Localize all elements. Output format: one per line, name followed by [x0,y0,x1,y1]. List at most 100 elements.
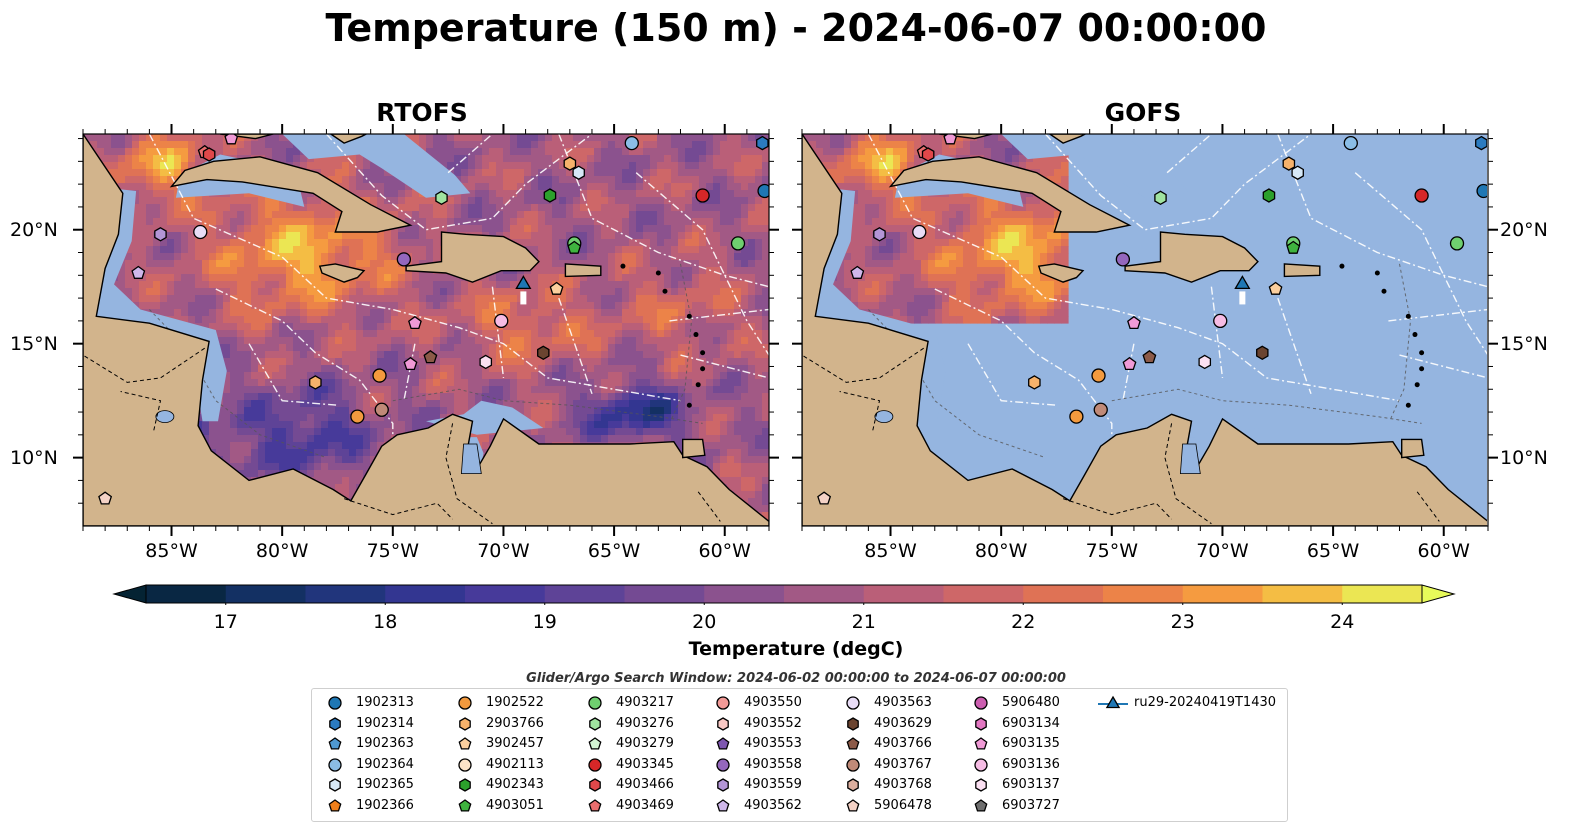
legend-label: 4903550 [744,695,802,710]
country-border [697,491,721,522]
lake [460,443,482,474]
legend-marker-icon [975,778,987,792]
legend-label: 4903466 [616,777,674,792]
legend-marker-icon [846,757,860,772]
eez-boundary [635,172,769,356]
legend-label: 1902366 [356,797,414,813]
legend-label: ru29-20240419T1430 [1134,695,1277,710]
legend-label: 4903276 [616,715,674,731]
legend-marker [459,716,471,731]
legend-marker-icon [589,778,601,792]
float-marker [1093,402,1108,417]
legend: 1902313 1902314 1902363 1902364 1902365 19023… [311,688,1288,822]
float-marker [1256,345,1269,361]
eez-boundary [1277,134,1487,288]
legend-marker [717,716,729,731]
colorbar-level [624,585,705,603]
legend-marker-icon [458,798,472,812]
legend-marker [717,778,729,792]
left-lat-label: 15°N [10,332,58,355]
legend-marker-icon [589,716,601,731]
float-marker [850,265,865,279]
float-marker [1262,188,1276,203]
country-border [839,391,881,431]
float-marker [1476,183,1487,199]
legend-label: 4903629 [874,715,932,731]
legend-marker-icon [846,798,860,812]
legend-label: 5906480 [1002,695,1060,710]
legend-label: 4903469 [616,797,674,813]
colorbar-level [305,585,386,603]
land-mass [169,156,413,233]
float-marker [912,224,927,240]
eez-boundary [148,134,681,402]
island [620,263,626,269]
float-marker [921,147,935,162]
legend-marker [1105,695,1121,709]
right-lat-label: 15°N [1500,332,1548,355]
island [700,366,706,372]
lake [155,410,175,424]
land-mass [564,263,602,278]
float-marker [202,147,216,162]
eez-boundary [680,354,769,379]
legend-label: 4903345 [616,756,674,772]
island [1339,263,1345,269]
bathymetry-contour [392,388,703,424]
glider-marker [515,275,532,290]
eez-boundary [325,134,593,231]
map-panel-rtofs[interactable] [83,134,769,526]
legend-marker [846,696,860,710]
island [686,402,692,408]
island [655,270,661,276]
eez-boundary [967,343,1057,406]
float-marker [1091,368,1106,383]
island [1374,270,1380,276]
legend-marker [588,757,602,772]
legend-marker [329,778,341,792]
land-mass [318,263,366,283]
float-marker [567,240,582,254]
left-lat-label: 20°N [10,218,58,241]
legend-label: 6903136 [1002,756,1060,772]
land-mass [83,134,769,526]
float-marker [131,265,146,279]
axis-ticks [73,124,1498,536]
legend-marker-icon [716,696,730,710]
gofs-lon-label: 85°W [864,540,917,562]
figure-title: Temperature (150 m) - 2024-06-07 00:00:0… [325,6,1267,50]
eez-boundary [403,343,416,401]
legend-marker-icon [974,696,988,710]
float-marker [1028,375,1041,390]
legend-marker-icon [717,716,729,731]
legend-marker-icon [329,716,341,731]
float-marker [1115,252,1131,267]
island [1381,288,1387,294]
colorbar-label: Temperature (degC) [688,638,904,660]
eez-boundary [934,288,1113,447]
float-marker [494,313,509,329]
glider-track [520,291,527,305]
bathymetry-contour [1390,263,1412,420]
legend-label: 4903563 [874,695,932,710]
legend-label: 6903135 [1002,736,1060,751]
glider-track [1239,291,1246,305]
legend-marker [588,798,602,812]
float-marker [1291,165,1304,180]
float-marker [1449,236,1465,251]
legend-marker [716,757,730,772]
map-panel-gofs[interactable] [802,134,1487,526]
colorbar-level [544,585,625,603]
float-marker [1475,135,1487,151]
panel-title-gofs: GOFS [1104,98,1182,127]
legend-marker [329,716,341,731]
colorbar-tick-label: 24 [1330,611,1355,633]
lake [874,410,894,424]
float-marker [817,491,832,505]
colorbar-tick-label: 19 [532,611,557,633]
country-border [1164,423,1212,525]
island [1405,313,1411,319]
colorbar-tick-label: 23 [1170,611,1195,633]
float-marker [98,491,113,505]
colorbar-level [704,585,785,603]
